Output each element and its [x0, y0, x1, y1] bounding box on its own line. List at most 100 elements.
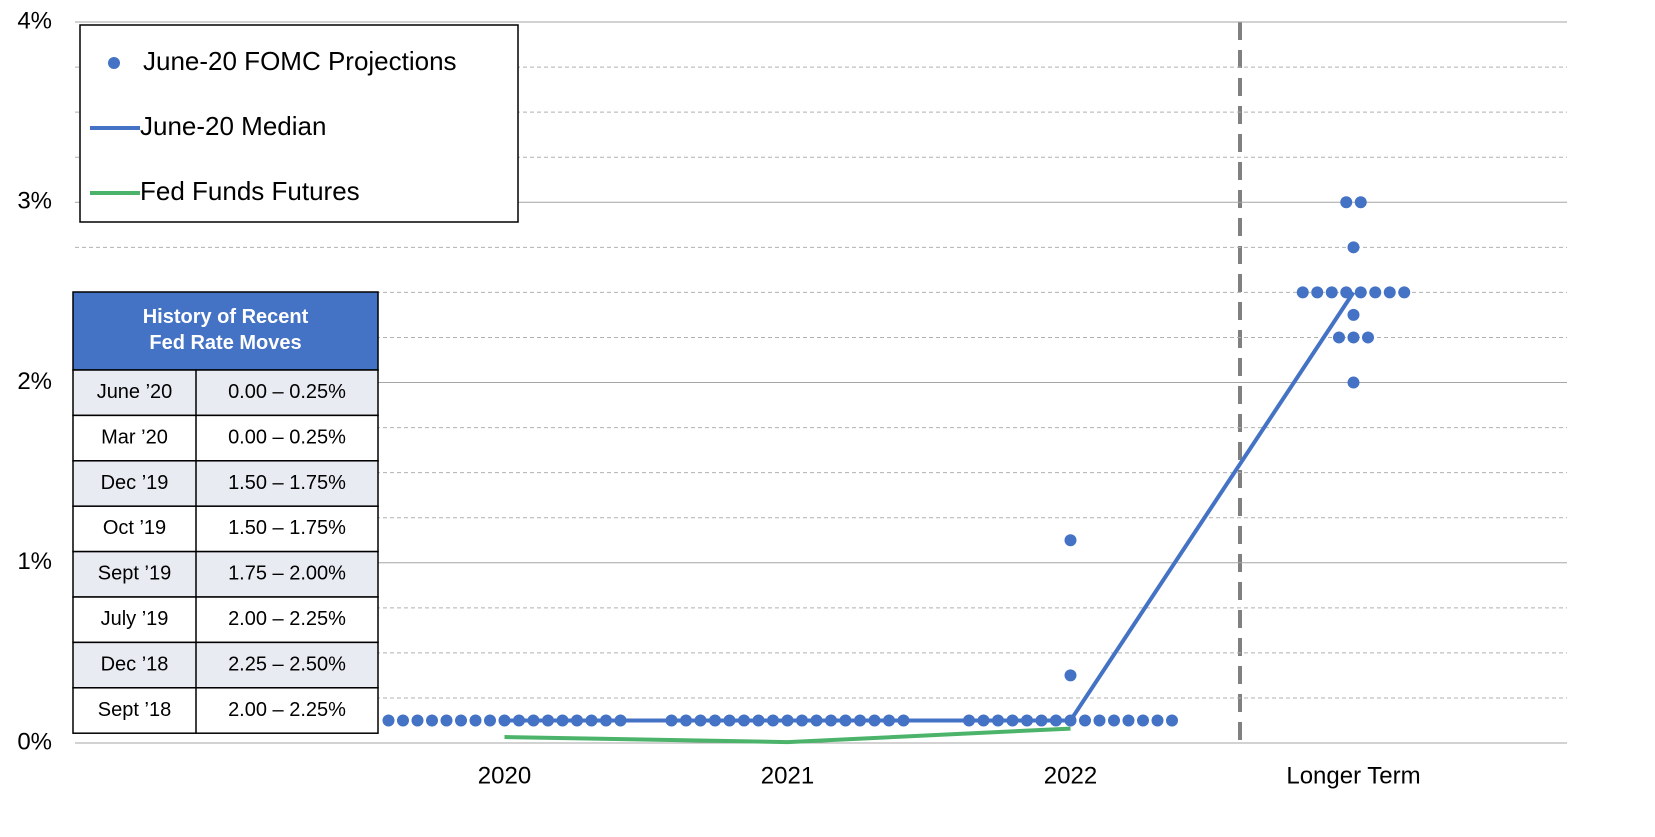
- projection-dot: [1151, 714, 1164, 727]
- table-row: [72, 596, 379, 644]
- projection-dot: [600, 714, 612, 727]
- table-cell: 1.50 – 1.75%: [228, 517, 346, 539]
- table-cell: 1.50 – 1.75%: [228, 472, 346, 494]
- projection-dot: [1050, 714, 1062, 727]
- x-tick-label: Longer Term: [1286, 762, 1420, 789]
- table-cell: Oct ’19: [103, 517, 166, 539]
- table-cell: 2.00 – 2.25%: [228, 608, 346, 630]
- projection-dot: [426, 714, 438, 727]
- table-cell: Dec ’18: [101, 653, 169, 675]
- projection-dot: [1296, 286, 1309, 299]
- projection-dot: [992, 714, 1004, 727]
- table-cell: June ’20: [97, 381, 173, 403]
- projection-dot: [469, 714, 482, 727]
- projection-dot: [1333, 331, 1345, 344]
- projection-dot: [1340, 286, 1353, 299]
- projection-dot: [513, 714, 525, 727]
- projection-dot: [1347, 376, 1360, 389]
- projection-dot: [854, 714, 866, 727]
- projection-dot: [1079, 714, 1091, 727]
- projection-dot: [1006, 714, 1019, 727]
- projection-dot: [455, 714, 467, 727]
- y-tick-label: 4%: [17, 7, 52, 34]
- projection-dot: [397, 714, 409, 727]
- projection-dot: [1354, 286, 1367, 299]
- table-cell: 2.00 – 2.25%: [228, 699, 346, 721]
- y-tick-label: 0%: [17, 728, 52, 755]
- projection-dot: [614, 714, 627, 727]
- series-line: [504, 726, 1071, 745]
- projection-dot: [1347, 331, 1360, 344]
- projection-dot: [694, 714, 707, 727]
- table-cell: Dec ’19: [101, 472, 169, 494]
- projection-dot: [1093, 714, 1106, 727]
- table-cell: Sept ’18: [98, 699, 171, 721]
- table-row: [72, 641, 379, 689]
- projection-dot: [781, 714, 794, 727]
- y-tick-label: 2%: [17, 368, 52, 395]
- table-cell: Sept ’19: [98, 563, 171, 585]
- table-cell: July ’19: [101, 608, 169, 630]
- table-row: [72, 460, 379, 507]
- table-cell: Mar ’20: [101, 426, 168, 448]
- projection-dot: [1122, 714, 1135, 727]
- projection-dot: [571, 714, 583, 727]
- projection-dot: [680, 714, 692, 727]
- y-tick-label: 1%: [17, 548, 52, 575]
- table-title: History of Recent Fed Rate Moves: [143, 306, 309, 354]
- projection-dot: [665, 714, 678, 727]
- projection-dot: [825, 714, 837, 727]
- projection-dot: [542, 714, 554, 727]
- table-cell: 0.00 – 0.25%: [228, 426, 346, 448]
- projection-dot: [1347, 308, 1360, 321]
- projection-dot: [411, 714, 424, 727]
- projection-dot: [1354, 196, 1367, 209]
- projection-dot: [977, 714, 990, 727]
- projection-dot: [839, 714, 852, 727]
- table-header: [72, 291, 379, 371]
- projection-dot: [767, 714, 779, 727]
- legend-symbol: [108, 57, 120, 69]
- table-row: [72, 687, 379, 734]
- projection-dot: [810, 714, 823, 727]
- projection-dot: [556, 714, 569, 727]
- projection-dot: [382, 714, 395, 727]
- projection-dot: [1021, 714, 1033, 727]
- projection-dot: [1166, 714, 1178, 727]
- table-row: [72, 414, 379, 462]
- projection-dot: [527, 714, 540, 727]
- y-tick-label: 3%: [17, 188, 52, 215]
- projection-dot: [1137, 714, 1149, 727]
- projection-dot: [738, 714, 750, 727]
- projection-dot: [1383, 286, 1396, 299]
- projection-dot: [484, 714, 496, 727]
- projection-dot: [1108, 714, 1120, 727]
- projection-dot: [796, 714, 808, 727]
- legend-label: June-20 Median: [140, 111, 326, 141]
- projection-dot: [1064, 669, 1077, 682]
- legend-box: [79, 24, 519, 223]
- projection-dot: [709, 714, 721, 727]
- projection-dot: [1325, 286, 1338, 299]
- projection-dot: [1035, 714, 1048, 727]
- table-row: [72, 505, 379, 553]
- projection-dot: [585, 714, 598, 727]
- projection-dot: [723, 714, 736, 727]
- projection-dot: [1064, 714, 1077, 727]
- x-tick-label: 2021: [761, 762, 814, 789]
- projection-dot: [963, 714, 975, 727]
- x-tick-label: 2020: [478, 762, 531, 789]
- projection-dot: [1311, 286, 1324, 299]
- x-tick-label: 2022: [1044, 762, 1097, 789]
- legend-label: June-20 FOMC Projections: [143, 46, 457, 76]
- projection-dot: [498, 714, 511, 727]
- projection-dot: [883, 714, 895, 727]
- table-row: [72, 550, 379, 598]
- table-cell: 0.00 – 0.25%: [228, 381, 346, 403]
- series-line: [504, 291, 1356, 723]
- projection-dot: [1362, 331, 1374, 344]
- table-row: [72, 369, 379, 417]
- legend-label: Fed Funds Futures: [140, 176, 360, 206]
- projection-dot: [868, 714, 881, 727]
